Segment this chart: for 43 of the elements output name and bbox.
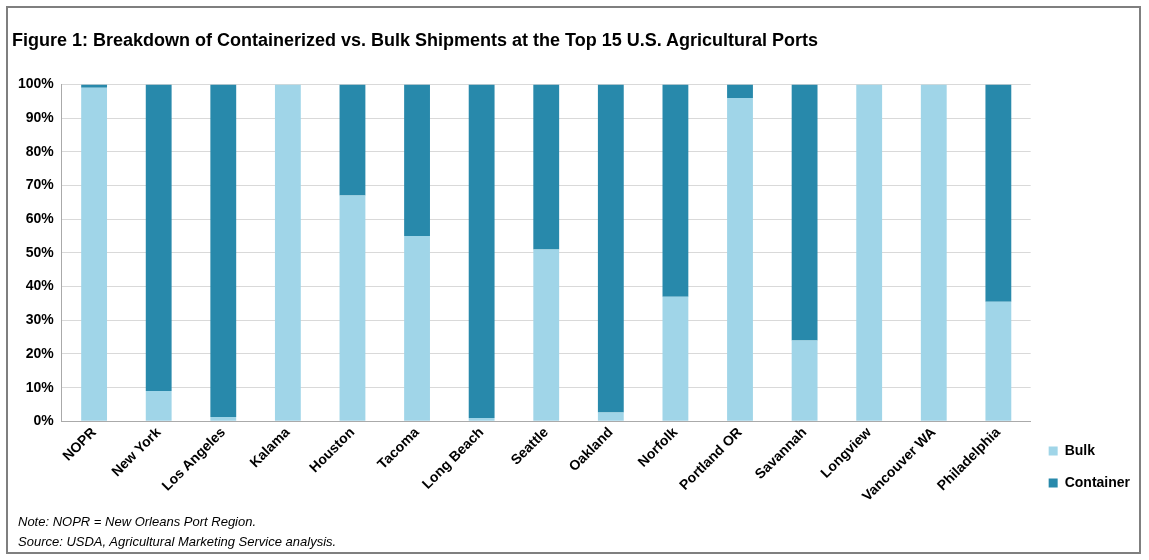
bar (274, 84, 301, 421)
bar (662, 296, 689, 421)
y-tick-label: 10% (25, 378, 55, 395)
bar (339, 84, 366, 196)
bar (468, 84, 495, 418)
y-tick-label: 90% (25, 108, 55, 125)
y-tick-label: 40% (25, 277, 55, 294)
bar (727, 84, 753, 98)
y-tick-label: 80% (25, 142, 55, 159)
y-tick-label: 60% (25, 210, 55, 227)
bar (339, 195, 366, 421)
y-tick-label: 50% (25, 243, 55, 260)
bar (145, 391, 172, 421)
y-tick-label: 0% (33, 412, 55, 429)
legend-label: Bulk (1064, 441, 1096, 458)
bar (210, 416, 237, 421)
bar (404, 84, 430, 237)
bar (468, 417, 495, 421)
legend-label: Container (1064, 473, 1131, 490)
bar (791, 340, 818, 421)
bar (81, 87, 108, 421)
y-tick-label: 20% (25, 344, 55, 361)
source-note: Source: USDA, Agricultural Marketing Service analysis. (18, 533, 337, 551)
bar (533, 249, 560, 421)
chart-title: Figure 1: Breakdown of Containerized vs. Bulk Shipments at the Top 15 U.S. Agricultural Ports (12, 30, 819, 51)
bar (985, 301, 1012, 421)
bar (985, 84, 1012, 302)
y-tick-label: 70% (25, 176, 55, 193)
bar (791, 84, 818, 341)
bar (404, 236, 430, 421)
bar (81, 84, 108, 88)
y-tick-label: 100% (17, 75, 55, 92)
bar (856, 84, 883, 421)
bar (727, 97, 753, 421)
bar (597, 84, 624, 413)
bar (597, 412, 624, 421)
y-tick-label: 30% (25, 311, 55, 328)
bar (920, 84, 947, 421)
bar (662, 84, 689, 297)
bar (145, 84, 172, 392)
bar (210, 84, 237, 417)
text: Note: NOPR = New Orleans Port Region. (18, 513, 258, 531)
bar (533, 84, 560, 250)
